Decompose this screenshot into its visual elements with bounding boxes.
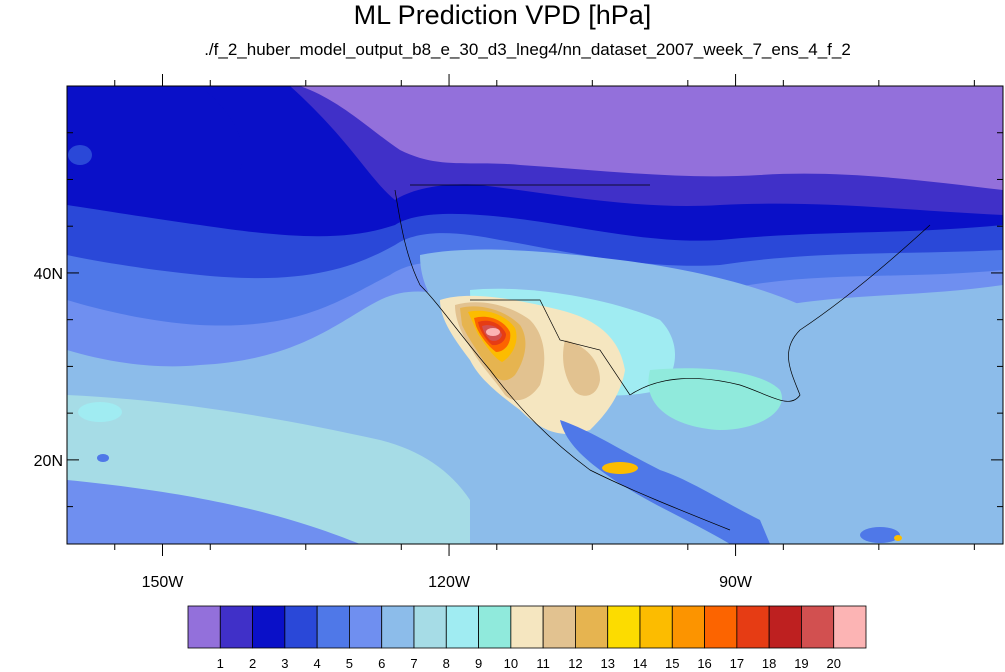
colorbar-label: 3 <box>281 656 288 671</box>
colorbar-swatch <box>671 605 705 649</box>
colorbar-swatch <box>639 605 673 649</box>
colorbar-swatch <box>349 605 383 649</box>
vpd-cell-9-pacific <box>78 402 122 422</box>
colorbar-swatch <box>575 605 609 649</box>
gulf-atlantic-coastline <box>629 224 931 402</box>
vpd-warm-cell-south <box>602 462 638 474</box>
pacific-coastline <box>394 189 731 531</box>
lon-tick-label: 120W <box>428 574 471 591</box>
colorbar-label: 1 <box>217 656 224 671</box>
colorbar-label: 4 <box>314 656 321 671</box>
colorbar-swatch <box>316 605 350 649</box>
hawaii-cell <box>97 454 109 462</box>
lon-tick-label: 150W <box>142 574 185 591</box>
colorbar-label: 11 <box>536 656 550 671</box>
colorbar-swatch <box>704 605 738 649</box>
colorbar-label: 12 <box>568 656 582 671</box>
colorbar-swatch <box>542 605 576 649</box>
lon-tick-label: 90W <box>719 574 753 591</box>
plot-frame <box>66 85 1004 545</box>
colorbar-swatch <box>801 605 835 649</box>
colorbar-label: 13 <box>600 656 614 671</box>
boundaries <box>394 184 931 531</box>
colorbar-swatch <box>478 605 512 649</box>
colorbar-label: 2 <box>249 656 256 671</box>
vpd-band-5-central-america <box>560 420 770 544</box>
vpd-max-cell <box>486 328 500 336</box>
vpd-band-10-gulf <box>648 368 782 430</box>
lat-tick-label: 20N <box>34 453 63 470</box>
colorbar: 1 2 3 4 5 6 7 8 9 10 11 12 13 14 15 16 17 18 19 20 <box>187 605 867 671</box>
colorbar-swatch <box>381 605 415 649</box>
map-title: ML Prediction VPD [hPa] <box>353 0 652 30</box>
colorbar-label: 14 <box>633 656 647 671</box>
colorbar-label: 5 <box>346 656 353 671</box>
colorbar-label: 15 <box>665 656 679 671</box>
colorbar-swatch <box>413 605 447 649</box>
vpd-band-1 <box>300 86 1003 190</box>
vpd-band-3-north <box>67 86 243 176</box>
colorbar-label: 8 <box>443 656 450 671</box>
colorbar-label: 20 <box>826 656 840 671</box>
colorbar-label: 6 <box>378 656 385 671</box>
lat-tick-label: 40N <box>34 266 63 283</box>
map-subtitle: ./f_2_huber_model_output_b8_e_30_d3_lneg… <box>204 40 851 59</box>
colorbar-label: 10 <box>504 656 518 671</box>
colorbar-label: 9 <box>475 656 482 671</box>
colorbar-swatch <box>445 605 479 649</box>
colorbar-swatch <box>607 605 641 649</box>
vpd-field <box>67 86 1003 544</box>
colorbar-swatch <box>219 605 253 649</box>
us-mexico-border <box>470 299 631 396</box>
vpd-warm-cell-se <box>894 535 902 541</box>
colorbar-label: 19 <box>794 656 808 671</box>
vpd-band-8-pacific <box>67 395 470 544</box>
colorbar-swatch <box>510 605 544 649</box>
colorbar-label: 18 <box>762 656 776 671</box>
colorbar-swatch <box>736 605 770 649</box>
colorbar-swatch <box>187 605 221 649</box>
colorbar-label: 17 <box>730 656 744 671</box>
vpd-cell-4-nw <box>68 145 92 165</box>
colorbar-label: 7 <box>410 656 417 671</box>
colorbar-label: 16 <box>697 656 711 671</box>
vpd-cell-se <box>860 527 900 543</box>
colorbar-swatch <box>768 605 802 649</box>
colorbar-swatch <box>252 605 286 649</box>
axis-ticks: 40N 20N 150W 120W 90W <box>34 74 1003 591</box>
colorbar-swatch <box>833 605 867 649</box>
colorbar-swatch <box>284 605 318 649</box>
vpd-band-12-east <box>563 340 600 396</box>
